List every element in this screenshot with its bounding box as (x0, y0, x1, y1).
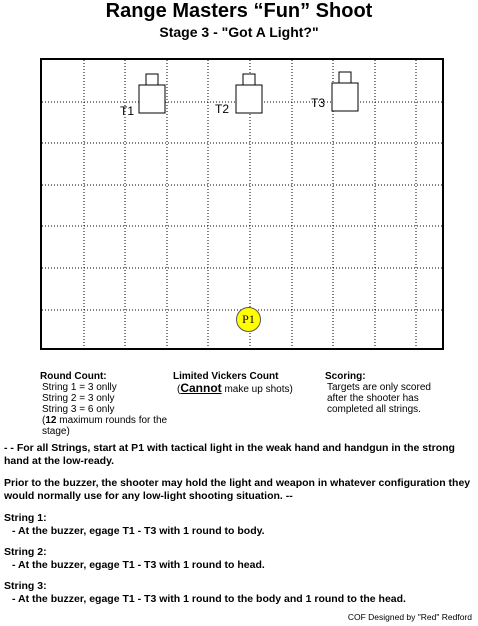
string-3-text: - At the buzzer, egage T1 - T3 with 1 ro… (12, 593, 406, 605)
target-t3 (331, 71, 359, 112)
credit: COF Designed by "Red" Redford (347, 612, 472, 622)
string-2: String 2: - At the buzzer, egage T1 - T3… (4, 546, 476, 572)
target-t1-label: T1 (120, 104, 135, 118)
string-1-text: - At the buzzer, egage T1 - T3 with 1 ro… (12, 525, 265, 537)
string-3: String 3: - At the buzzer, egage T1 - T3… (4, 580, 476, 606)
vickers-block: Limited Vickers Count (Cannot make up sh… (173, 371, 313, 395)
vickers-note: (Cannot make up shots) (177, 381, 293, 395)
vickers-heading: Limited Vickers Count (173, 371, 279, 382)
scoring-block: Scoring: Targets are only scored after t… (325, 371, 450, 415)
scoring-text: Targets are only scored after the shoote… (327, 382, 431, 415)
scoring-heading: Scoring: (325, 371, 366, 382)
target-t3-label: T3 (311, 96, 326, 110)
string-2-title: String 2: (4, 546, 47, 558)
stage-subtitle: Stage 3 - "Got A Light?" (159, 24, 319, 40)
stage-grid (42, 60, 442, 348)
shooting-position-p1: P1 (236, 307, 261, 332)
round-count-string-1: String 1 = 3 onlly (42, 382, 117, 393)
string-1: String 1: - At the buzzer, egage T1 - T3… (4, 512, 476, 538)
page-title: Range Masters “Fun” Shoot (105, 0, 373, 22)
round-count-string-2: String 2 = 3 only (42, 393, 115, 404)
round-count-block: Round Count: String 1 = 3 onlly String 2… (40, 371, 190, 437)
instructions-prior: Prior to the buzzer, the shooter may hol… (4, 477, 471, 502)
instructions-start: - - For all Strings, start at P1 with ta… (4, 442, 455, 467)
round-count-string-3: String 3 = 6 only (42, 404, 115, 415)
string-1-title: String 1: (4, 512, 47, 524)
round-count-max: (12 maximum rounds for the stage) (42, 415, 168, 437)
string-2-text: - At the buzzer, egage T1 - T3 with 1 ro… (12, 559, 265, 571)
target-t1 (138, 73, 166, 114)
string-3-title: String 3: (4, 580, 47, 592)
stage-diagram: T1 T2 T3 (40, 58, 444, 350)
round-count-heading: Round Count: (40, 371, 107, 382)
target-t2 (235, 73, 263, 114)
target-t2-label: T2 (215, 102, 230, 116)
